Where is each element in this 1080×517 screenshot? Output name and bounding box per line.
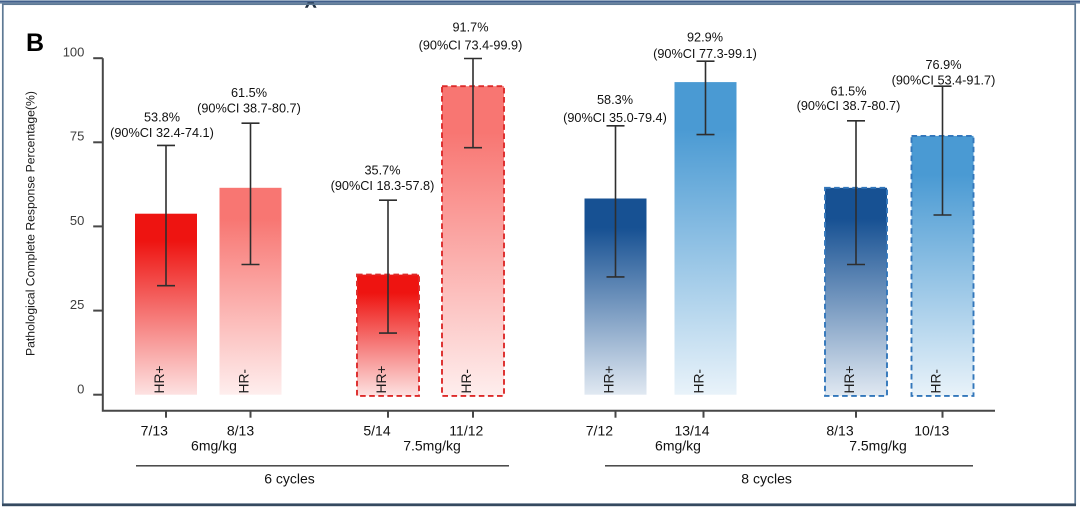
svg-text:61.5%: 61.5%: [231, 86, 267, 100]
svg-text:50: 50: [70, 213, 84, 228]
svg-text:7.5mg/kg: 7.5mg/kg: [403, 438, 461, 454]
svg-text:7.5mg/kg: 7.5mg/kg: [849, 438, 907, 454]
svg-text:58.3%: 58.3%: [597, 93, 633, 107]
svg-text:(90%CI 32.4-74.1): (90%CI 32.4-74.1): [110, 126, 214, 140]
svg-text:100: 100: [63, 44, 85, 59]
svg-text:(90%CI 73.4-99.9): (90%CI 73.4-99.9): [419, 39, 523, 53]
svg-text:11/12: 11/12: [449, 423, 483, 439]
svg-text:(90%CI 53.4-91.7): (90%CI 53.4-91.7): [892, 74, 996, 88]
svg-text:6 cycles: 6 cycles: [264, 471, 315, 487]
svg-text:B: B: [26, 29, 44, 57]
svg-text:53.8%: 53.8%: [144, 111, 180, 125]
svg-text:92.9%: 92.9%: [687, 31, 723, 45]
svg-text:35.7%: 35.7%: [365, 164, 401, 178]
svg-text:75: 75: [70, 129, 84, 144]
svg-text:HR+: HR+: [842, 366, 857, 394]
svg-text:76.9%: 76.9%: [926, 58, 962, 72]
svg-text:Pathological Complete Response: Pathological Complete Response Percentag…: [24, 91, 38, 356]
svg-text:7/13: 7/13: [141, 423, 168, 439]
svg-text:61.5%: 61.5%: [831, 85, 867, 99]
svg-text:(90%CI 38.7-80.7): (90%CI 38.7-80.7): [197, 102, 301, 116]
svg-text:HR-: HR-: [929, 369, 944, 394]
svg-text:HR-: HR-: [459, 369, 474, 394]
svg-text:HR+: HR+: [602, 366, 617, 394]
svg-text:5/14: 5/14: [363, 423, 390, 439]
svg-text:HR+: HR+: [152, 366, 167, 394]
svg-text:(90%CI 38.7-80.7): (90%CI 38.7-80.7): [797, 99, 901, 113]
svg-text:(90%CI 18.3-57.8): (90%CI 18.3-57.8): [331, 179, 435, 193]
svg-text:HR+: HR+: [374, 366, 389, 394]
svg-text:25: 25: [70, 297, 84, 312]
svg-text:10/13: 10/13: [914, 423, 949, 439]
svg-text:6mg/kg: 6mg/kg: [655, 438, 701, 454]
svg-text:6mg/kg: 6mg/kg: [191, 438, 237, 454]
svg-text:HR-: HR-: [237, 369, 252, 394]
svg-text:(90%CI 77.3-99.1): (90%CI 77.3-99.1): [653, 47, 757, 61]
svg-text:8/13: 8/13: [826, 423, 853, 439]
svg-text:HR-: HR-: [692, 369, 707, 394]
svg-text:0: 0: [77, 381, 84, 396]
svg-text:(90%CI 35.0-79.4): (90%CI 35.0-79.4): [563, 111, 667, 125]
svg-text:8 cycles: 8 cycles: [741, 471, 792, 487]
svg-text:8/13: 8/13: [227, 423, 254, 439]
svg-text:7/12: 7/12: [586, 423, 613, 439]
svg-text:13/14: 13/14: [674, 423, 709, 439]
svg-text:91.7%: 91.7%: [453, 21, 489, 35]
